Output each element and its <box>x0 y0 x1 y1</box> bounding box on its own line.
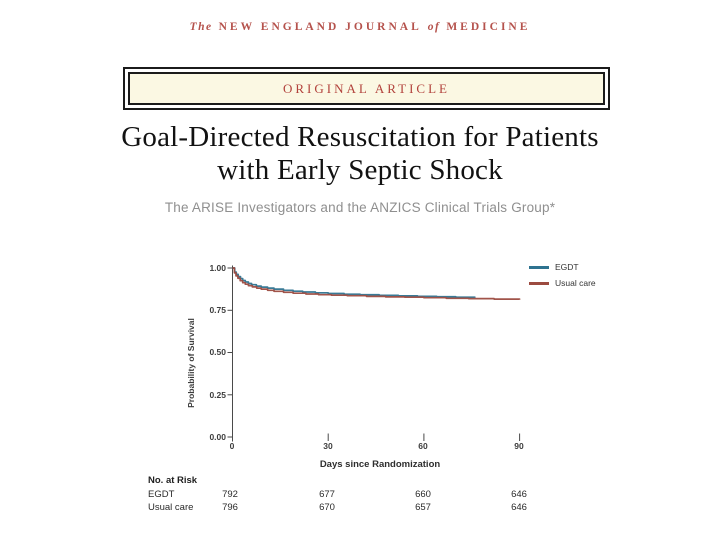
masthead-name-2: MEDICINE <box>446 21 531 33</box>
x-tick-label: 90 <box>514 441 524 451</box>
masthead-the: The <box>189 21 213 33</box>
risk-row-label-egdt: EGDT <box>148 489 175 500</box>
legend-item-usual-care: Usual care <box>529 278 596 288</box>
x-tick-label: 30 <box>323 441 333 451</box>
y-tick-label: 0.50 <box>209 347 226 357</box>
journal-masthead: The NEW ENGLAND JOURNAL of MEDICINE <box>0 21 720 33</box>
y-tick-label: 1.00 <box>209 263 226 273</box>
chart-legend: EGDT Usual care <box>529 262 596 294</box>
y-axis-label: Probability of Survival <box>186 318 196 408</box>
article-title: Goal-Directed Resuscitation for Patients… <box>0 121 720 187</box>
article-title-line-2: with Early Septic Shock <box>217 154 503 186</box>
byline: The ARISE Investigators and the ANZICS C… <box>164 200 556 215</box>
article-banner-inner: ORIGINAL ARTICLE <box>128 72 605 105</box>
risk-value: 677 <box>319 489 335 500</box>
risk-value: 796 <box>222 502 238 513</box>
x-tick-label: 0 <box>229 441 235 451</box>
y-tick-label: 0.25 <box>209 390 226 400</box>
risk-table-title: No. at Risk <box>148 475 198 486</box>
legend-item-egdt: EGDT <box>529 262 596 272</box>
article-banner: ORIGINAL ARTICLE <box>123 67 610 110</box>
article-banner-label: ORIGINAL ARTICLE <box>283 80 450 96</box>
risk-value: 646 <box>511 502 527 513</box>
legend-line-swatch <box>529 281 549 285</box>
x-tick-label: 60 <box>418 441 428 451</box>
legend-line-swatch <box>529 265 549 269</box>
risk-value: 670 <box>319 502 335 513</box>
article-title-line-1: Goal-Directed Resuscitation for Patients <box>121 121 599 153</box>
masthead-name-1: NEW ENGLAND JOURNAL <box>218 21 422 33</box>
y-tick-label: 0.00 <box>209 432 226 442</box>
risk-row-label-usual-care: Usual care <box>148 502 194 513</box>
legend-label: EGDT <box>555 262 579 272</box>
y-tick-label: 0.75 <box>209 305 226 315</box>
masthead-of: of <box>427 21 441 33</box>
risk-value: 660 <box>415 489 431 500</box>
risk-value: 792 <box>222 489 238 500</box>
risk-value: 657 <box>415 502 431 513</box>
risk-value: 646 <box>511 489 527 500</box>
legend-label: Usual care <box>555 278 596 288</box>
x-axis-title: Days since Randomization <box>319 459 441 470</box>
